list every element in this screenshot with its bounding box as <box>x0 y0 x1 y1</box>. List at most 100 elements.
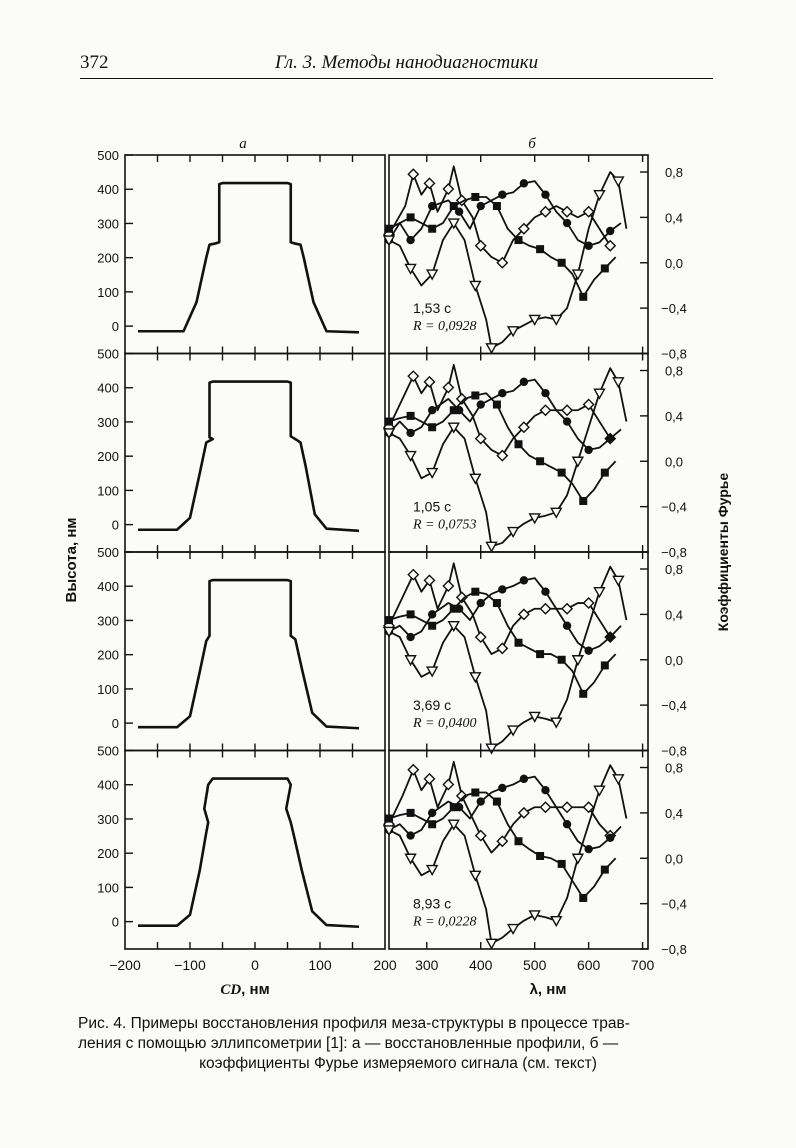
marker-open-triangle-down <box>425 864 439 877</box>
marker-filled-square <box>385 224 393 233</box>
right-y-tick-label: −0,8 <box>661 545 687 560</box>
right-y-tick-label: −0,8 <box>661 942 687 957</box>
left-y-tick-label: 0 <box>112 319 119 334</box>
profile-line <box>138 181 360 334</box>
marker-filled-circle <box>606 226 615 236</box>
right-y-tick-label: 0,0 <box>665 653 683 668</box>
marker-open-diamond <box>474 239 487 252</box>
panel-a-label: а <box>239 136 247 152</box>
caption-line-2: ления с помощью эллипсометрии [1]: а — в… <box>78 1035 619 1052</box>
left-y-tick-label: 0 <box>112 518 119 533</box>
marker-open-triangle-down <box>469 473 482 485</box>
marker-open-triangle-down <box>382 825 396 837</box>
marker-filled-square <box>471 587 480 596</box>
marker-filled-circle <box>606 632 615 642</box>
left-y-tick-label: 500 <box>97 148 119 163</box>
marker-open-diamond <box>474 631 487 644</box>
right-x-tick-label: 500 <box>523 957 547 973</box>
marker-open-triangle-down <box>485 743 498 755</box>
marker-open-triangle-down <box>404 853 417 865</box>
marker-filled-circle <box>498 783 507 793</box>
left-x-tick-label: 0 <box>251 957 259 973</box>
marker-filled-square <box>557 655 566 664</box>
marker-open-triangle-down <box>485 541 498 553</box>
left-y-tick-label: 300 <box>97 415 119 430</box>
marker-open-diamond <box>423 574 436 587</box>
marker-filled-circle <box>584 241 593 250</box>
marker-filled-square <box>471 391 480 400</box>
marker-open-triangle-down <box>550 915 563 928</box>
fourier-series-filled-circle <box>388 180 622 247</box>
marker-open-triangle-down <box>404 263 417 275</box>
marker-open-diamond <box>442 183 455 196</box>
left-y-tick-label: 300 <box>97 216 119 231</box>
fourier-series-filled-square <box>388 196 617 298</box>
marker-open-diamond <box>582 597 595 610</box>
marker-filled-square <box>449 202 458 211</box>
row-time-label: 1,05 с <box>413 499 451 515</box>
marker-open-triangle-down <box>506 725 520 737</box>
marker-filled-circle <box>606 434 615 443</box>
marker-open-triangle-down <box>469 280 482 292</box>
row-time-label: 8,93 с <box>413 896 451 912</box>
left-frame <box>124 352 386 553</box>
right-y-tick-label: 0,4 <box>665 607 683 622</box>
marker-filled-circle <box>584 445 593 455</box>
marker-open-triangle-down <box>447 819 460 831</box>
marker-filled-square <box>536 245 545 254</box>
marker-filled-square <box>406 213 415 222</box>
marker-open-diamond <box>496 835 509 848</box>
marker-filled-square <box>428 820 437 829</box>
marker-filled-circle <box>406 428 415 438</box>
marker-filled-circle <box>498 190 507 199</box>
left-y-tick-label: 500 <box>97 744 119 759</box>
marker-open-diamond <box>582 205 595 218</box>
marker-open-triangle-down <box>593 189 606 202</box>
fourier-series-filled-square <box>388 590 617 695</box>
left-y-tick-label: 500 <box>97 545 119 560</box>
figure-plots: 500 400 300 200 100 0 0,8 0,4 0,0 −0,4 −0,8 1,53 с R… <box>97 148 687 973</box>
left-frame <box>124 154 386 355</box>
marker-open-triangle-down <box>382 428 396 440</box>
marker-filled-circle <box>427 406 437 415</box>
marker-filled-circle <box>519 377 529 387</box>
marker-open-diamond <box>561 205 574 218</box>
running-head: Гл. 3. Методы нанодиагностики <box>275 52 539 73</box>
left-y-tick-label: 100 <box>97 285 119 300</box>
marker-open-diamond <box>442 381 455 394</box>
marker-open-triangle-down <box>506 923 520 936</box>
marker-open-diamond <box>474 829 487 842</box>
figure-row-3: 500 400 300 200 100 0 0,8 0,4 0,0 −0,4 −0,8 3,69 с R… <box>97 545 687 759</box>
marker-open-triangle-down <box>571 269 585 281</box>
marker-filled-square <box>385 417 393 426</box>
marker-filled-square <box>471 192 480 201</box>
right-y-tick-label: −0,8 <box>661 347 687 362</box>
marker-filled-square <box>428 621 437 630</box>
marker-filled-circle <box>541 389 550 398</box>
header-rule <box>80 78 713 79</box>
marker-filled-square <box>514 837 523 846</box>
page-number: 372 <box>80 52 109 73</box>
marker-open-diamond <box>604 239 617 252</box>
marker-filled-square <box>428 224 437 233</box>
fourier-series-open-diamond <box>388 165 611 264</box>
fourier-series-filled-square <box>388 791 617 899</box>
marker-open-triangle-down <box>469 672 482 684</box>
marker-open-triangle-down <box>485 343 498 355</box>
marker-open-triangle-down <box>593 587 606 599</box>
caption-line-1: Рис. 4. Примеры восстановления профиля м… <box>78 1015 630 1032</box>
marker-open-diamond <box>423 772 436 785</box>
left-frame <box>124 551 386 752</box>
caption-line-3: коэффициенты Фурье измеряемого сигнала (… <box>199 1055 597 1072</box>
right-y-tick-label: 0,4 <box>665 806 683 821</box>
panel-b-label: б <box>528 136 536 152</box>
right-y-tick-label: −0,4 <box>661 897 687 912</box>
marker-open-triangle-down <box>593 388 606 400</box>
marker-open-diamond <box>582 398 595 411</box>
fourier-series-filled-square <box>388 392 617 502</box>
marker-open-triangle-down <box>425 666 439 678</box>
marker-open-diamond <box>561 602 574 615</box>
marker-open-triangle-down <box>447 422 460 434</box>
marker-filled-square <box>579 496 588 505</box>
marker-open-diamond <box>496 256 509 269</box>
